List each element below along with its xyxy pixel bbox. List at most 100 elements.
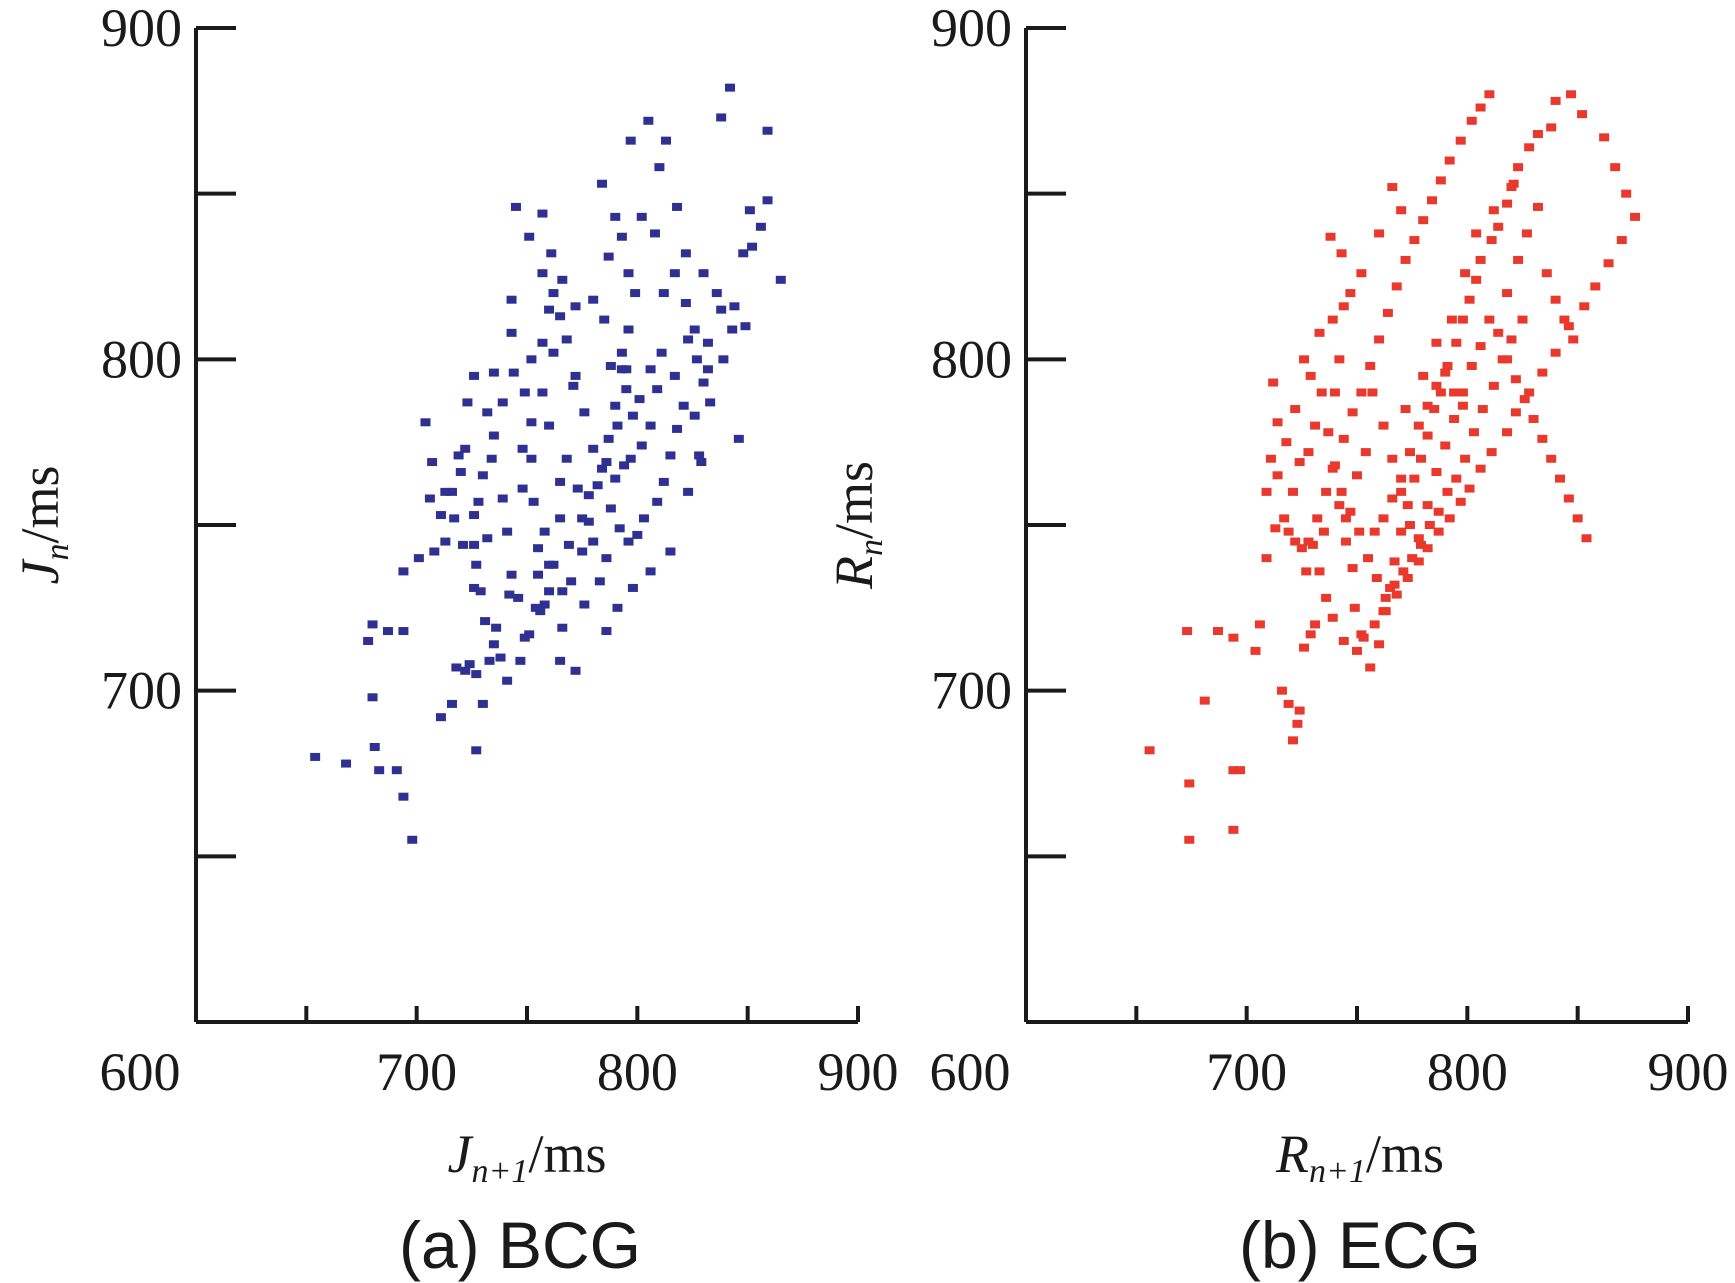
data-point [449, 514, 460, 523]
data-point [623, 325, 634, 334]
data-point [1402, 574, 1413, 583]
data-point [570, 302, 581, 311]
data-point [1363, 554, 1374, 563]
data-point [1559, 315, 1570, 324]
panel-caption: (b) ECG [1239, 1208, 1481, 1282]
data-point [744, 206, 755, 215]
data-point [729, 302, 740, 311]
data-point [1356, 269, 1367, 278]
data-point [469, 371, 480, 380]
data-point [636, 441, 647, 450]
data-point [451, 663, 462, 672]
data-point [718, 355, 729, 364]
data-point [1502, 428, 1513, 437]
data-point [1477, 405, 1488, 414]
data-point [654, 163, 665, 172]
data-point [1398, 567, 1409, 576]
data-point [1475, 342, 1486, 351]
data-point [475, 587, 486, 596]
y-tick-label: 800 [931, 329, 1012, 389]
data-point [1305, 630, 1316, 639]
data-point [515, 656, 526, 665]
data-point [398, 627, 409, 636]
data-point [762, 126, 773, 135]
data-point [1550, 295, 1561, 304]
data-point [1265, 454, 1276, 463]
data-point [1541, 269, 1552, 278]
data-point [645, 365, 656, 374]
x-tick-label: 700 [1206, 1042, 1287, 1102]
data-point [374, 766, 385, 775]
data-point [1396, 474, 1407, 483]
data-point [471, 746, 482, 755]
data-point [367, 693, 378, 702]
data-point [1422, 431, 1433, 440]
data-point [691, 355, 702, 364]
data-point [672, 424, 683, 433]
data-point [1354, 527, 1365, 536]
data-point [1334, 355, 1345, 364]
data-point [484, 656, 495, 665]
data-point [1396, 487, 1407, 496]
data-point [557, 275, 568, 284]
data-point [755, 222, 766, 231]
data-point [661, 136, 672, 145]
data-point [1513, 163, 1524, 172]
data-point [446, 699, 457, 708]
data-point [1352, 646, 1362, 655]
data-point [1391, 282, 1402, 291]
data-point [1367, 388, 1378, 397]
data-points [310, 83, 786, 844]
data-point [625, 454, 636, 463]
data-point [477, 471, 488, 480]
data-point [1276, 686, 1287, 695]
x-axis-label: Rn+1/ms [1275, 1124, 1444, 1190]
data-point [341, 759, 352, 768]
x-axis-label-sub: n+1 [1309, 1153, 1366, 1190]
data-point [1371, 574, 1382, 583]
data-point [1314, 567, 1325, 576]
data-point [727, 325, 738, 334]
data-point [1334, 501, 1345, 510]
x-axis-label-unit: /ms [528, 1124, 606, 1184]
data-point [1610, 163, 1621, 172]
x-tick-label: 700 [376, 1042, 457, 1102]
data-point [513, 593, 524, 602]
y-axis-label-sub: n [39, 544, 76, 561]
data-point [524, 232, 535, 241]
x-tick-label: 800 [597, 1042, 678, 1102]
data-point [1199, 696, 1210, 705]
x-tick-label: 800 [1427, 1042, 1508, 1102]
data-point [621, 385, 632, 394]
data-point [519, 388, 530, 397]
data-point [1435, 176, 1446, 185]
data-point [1431, 381, 1442, 390]
data-point [1374, 229, 1385, 238]
data-point [1254, 620, 1265, 629]
data-point [1493, 328, 1504, 337]
data-point [1422, 401, 1433, 410]
data-point [1572, 514, 1583, 523]
data-point [455, 467, 466, 476]
x-tick-label: 900 [818, 1042, 899, 1102]
data-point [310, 752, 321, 761]
data-point [1460, 269, 1471, 278]
data-point [1506, 183, 1517, 192]
data-point [579, 408, 590, 417]
data-point [462, 398, 473, 407]
data-point [683, 487, 694, 496]
data-point [526, 418, 537, 427]
data-point [1352, 471, 1362, 480]
data-point [1422, 544, 1433, 553]
data-point [694, 451, 705, 460]
data-point [616, 232, 627, 241]
data-point [775, 275, 786, 284]
data-point [1290, 537, 1301, 546]
data-point [656, 348, 667, 357]
data-point [1475, 464, 1486, 473]
data-point [577, 514, 588, 523]
data-point [683, 335, 694, 344]
data-point [1347, 564, 1358, 573]
data-point [537, 388, 548, 397]
data-point [625, 136, 636, 145]
